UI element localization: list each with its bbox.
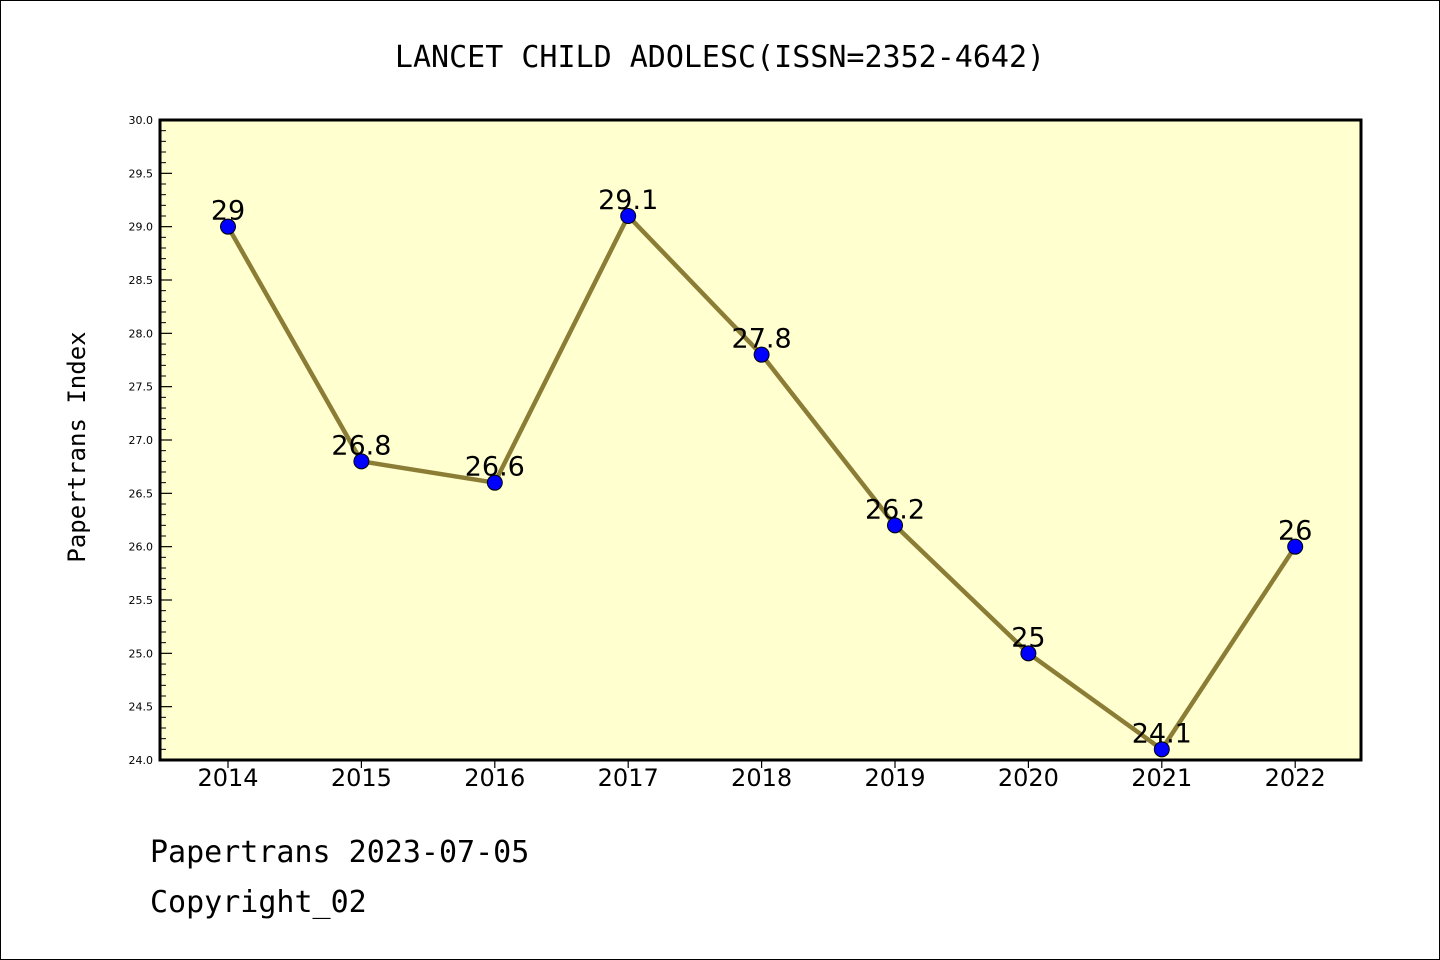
y-tick-label: 25.0	[129, 647, 154, 660]
data-label: 26.6	[465, 452, 525, 483]
x-tick-label: 2016	[464, 764, 525, 792]
x-tick-label: 2017	[598, 764, 659, 792]
y-tick-label: 28.0	[129, 327, 154, 340]
data-label: 29	[211, 196, 245, 227]
x-tick-label: 2020	[998, 764, 1059, 792]
plot-border	[158, 118, 1363, 762]
y-axis: 24.0 24.5 25.0 25.5 26.0 26.5 27.0 27.5 28.0 28.5…	[129, 114, 172, 767]
data-point	[1020, 645, 1037, 662]
y-tick-label: 27.0	[129, 434, 154, 447]
y-tick-label: 29.0	[129, 221, 154, 234]
y-tick-label: 28.5	[129, 274, 154, 287]
data-label: 26.8	[331, 430, 391, 461]
data-label: 25	[1011, 622, 1045, 653]
data-label: 29.1	[598, 185, 658, 216]
data-point	[1287, 538, 1304, 555]
data-point	[486, 474, 503, 491]
data-point	[1153, 741, 1170, 758]
footer-copyright: Copyright_02	[150, 885, 367, 920]
x-axis: 2014 2015 2016 2017 2018 2019 2020 2021 2022	[197, 760, 1326, 792]
x-tick-label: 2019	[864, 764, 925, 792]
data-label: 26	[1278, 516, 1312, 547]
x-tick-label: 2018	[731, 764, 792, 792]
y-tick-label: 24.0	[129, 754, 154, 767]
data-point	[220, 218, 236, 235]
data-point	[753, 346, 770, 363]
x-tick-label: 2015	[331, 764, 392, 792]
y-axis-label: Papertrans Index	[63, 331, 91, 562]
chart-title: LANCET CHILD ADOLESC(ISSN=2352-4642)	[395, 40, 1045, 75]
x-tick-label: 2014	[197, 764, 258, 792]
series-layer	[220, 208, 1304, 758]
x-tick-label: 2022	[1265, 764, 1326, 792]
data-labels: 29 26.8 26.6 29.1 27.8 26.2 25 24.1 26	[211, 185, 1313, 749]
data-label: 26.2	[865, 494, 925, 525]
data-point	[887, 517, 903, 534]
data-point	[353, 453, 370, 470]
y-tick-label: 24.5	[129, 701, 154, 714]
y-tick-label: 30.0	[129, 114, 154, 127]
y-tick-label: 27.5	[129, 381, 154, 394]
x-tick-label: 2021	[1131, 764, 1192, 792]
data-label: 24.1	[1132, 718, 1192, 749]
y-tick-label: 26.5	[129, 487, 154, 500]
y-tick-label: 29.5	[129, 167, 154, 180]
y-tick-label: 25.5	[129, 594, 154, 607]
footer-source: Papertrans 2023-07-05	[150, 835, 530, 870]
y-tick-label: 26.0	[129, 541, 154, 554]
data-point	[620, 208, 637, 224]
data-label: 27.8	[732, 324, 792, 355]
plot-area	[160, 120, 1361, 760]
